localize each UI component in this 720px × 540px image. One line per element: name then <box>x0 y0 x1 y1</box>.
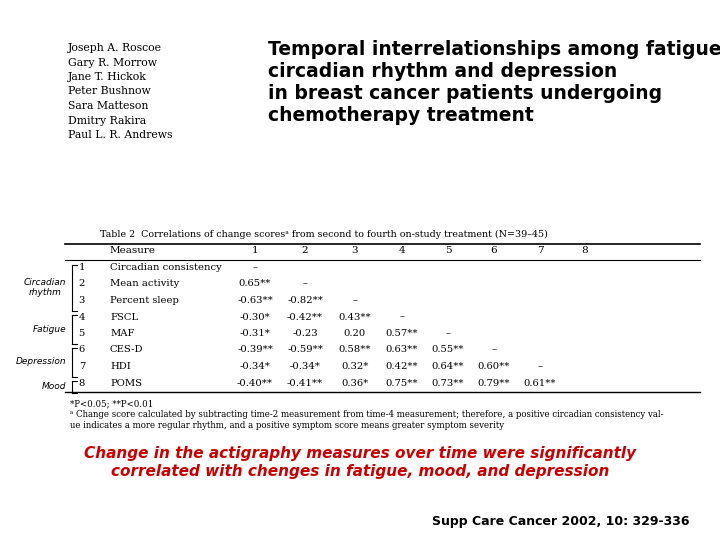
Text: in breast cancer patients undergoing: in breast cancer patients undergoing <box>268 84 662 103</box>
Text: 0.75**: 0.75** <box>386 379 418 388</box>
Text: -0.34*: -0.34* <box>289 362 320 371</box>
Text: 7: 7 <box>536 246 544 255</box>
Text: 0.58**: 0.58** <box>338 346 372 354</box>
Text: 5: 5 <box>445 246 451 255</box>
Text: 0.65**: 0.65** <box>239 280 271 288</box>
Text: -0.30*: -0.30* <box>240 313 271 321</box>
Text: Measure: Measure <box>110 246 156 255</box>
Text: Temporal interrelationships among fatigue,: Temporal interrelationships among fatigu… <box>268 40 720 59</box>
Text: 0.36*: 0.36* <box>341 379 369 388</box>
Text: –: – <box>492 346 497 354</box>
Text: 0.43**: 0.43** <box>338 313 372 321</box>
Text: 6: 6 <box>491 246 498 255</box>
Text: 8: 8 <box>78 379 85 388</box>
Text: 7: 7 <box>78 362 85 371</box>
Text: 0.63**: 0.63** <box>386 346 418 354</box>
Text: 3: 3 <box>78 296 85 305</box>
Text: Circadian consistency: Circadian consistency <box>110 263 222 272</box>
Text: Change in the actigraphy measures over time were significantly: Change in the actigraphy measures over t… <box>84 446 636 461</box>
Text: Mean activity: Mean activity <box>110 280 179 288</box>
Text: Joseph A. Roscoe: Joseph A. Roscoe <box>68 43 162 53</box>
Text: Fatigue: Fatigue <box>32 325 66 334</box>
Text: Paul L. R. Andrews: Paul L. R. Andrews <box>68 130 173 140</box>
Text: 0.55**: 0.55** <box>432 346 464 354</box>
Text: Percent sleep: Percent sleep <box>110 296 179 305</box>
Text: Depression: Depression <box>15 357 66 367</box>
Text: HDI: HDI <box>110 362 131 371</box>
Text: 0.60**: 0.60** <box>478 362 510 371</box>
Text: 0.64**: 0.64** <box>432 362 464 371</box>
Text: -0.39**: -0.39** <box>237 346 273 354</box>
Text: –: – <box>302 280 307 288</box>
Text: 5: 5 <box>78 329 85 338</box>
Text: –: – <box>446 329 451 338</box>
Text: CES-D: CES-D <box>110 346 143 354</box>
Text: 0.20: 0.20 <box>344 329 366 338</box>
Text: -0.63**: -0.63** <box>237 296 273 305</box>
Text: -0.23: -0.23 <box>292 329 318 338</box>
Text: Mood: Mood <box>42 382 66 392</box>
Text: –: – <box>400 313 405 321</box>
Text: MAF: MAF <box>110 329 135 338</box>
Text: 1: 1 <box>252 246 258 255</box>
Text: correlated with chenges in fatigue, mood, and depression: correlated with chenges in fatigue, mood… <box>111 464 609 479</box>
Text: 4: 4 <box>399 246 405 255</box>
Text: 0.42**: 0.42** <box>386 362 418 371</box>
Text: POMS: POMS <box>110 379 142 388</box>
Text: -0.41**: -0.41** <box>287 379 323 388</box>
Text: Peter Bushnow: Peter Bushnow <box>68 86 150 97</box>
Text: 3: 3 <box>351 246 359 255</box>
Text: 4: 4 <box>78 313 85 321</box>
Text: -0.31*: -0.31* <box>240 329 271 338</box>
Text: ue indicates a more regular rhythm, and a positive symptom score means greater s: ue indicates a more regular rhythm, and … <box>70 421 504 430</box>
Text: chemotherapy treatment: chemotherapy treatment <box>268 106 534 125</box>
Text: -0.40**: -0.40** <box>237 379 273 388</box>
Text: 0.79**: 0.79** <box>478 379 510 388</box>
Text: circadian rhythm and depression: circadian rhythm and depression <box>268 62 617 81</box>
Text: 8: 8 <box>582 246 588 255</box>
Text: -0.42**: -0.42** <box>287 313 323 321</box>
Text: 0.61**: 0.61** <box>523 379 557 388</box>
Text: Dmitry Rakira: Dmitry Rakira <box>68 116 146 125</box>
Text: Sara Matteson: Sara Matteson <box>68 101 148 111</box>
Text: Gary R. Morrow: Gary R. Morrow <box>68 57 157 68</box>
Text: ᵃ Change score calculated by subtracting time-2 measurement from time-4 measurem: ᵃ Change score calculated by subtracting… <box>70 410 664 419</box>
Text: 0.32*: 0.32* <box>341 362 369 371</box>
Text: 2: 2 <box>302 246 308 255</box>
Text: Jane T. Hickok: Jane T. Hickok <box>68 72 147 82</box>
Text: *P<0.05; **P<0.01: *P<0.05; **P<0.01 <box>70 399 153 408</box>
Text: FSCL: FSCL <box>110 313 138 321</box>
Text: 0.57**: 0.57** <box>386 329 418 338</box>
Text: 2: 2 <box>78 280 85 288</box>
Text: –: – <box>538 362 542 371</box>
Text: 6: 6 <box>78 346 85 354</box>
Text: 1: 1 <box>78 263 85 272</box>
Text: –: – <box>353 296 358 305</box>
Text: Supp Care Cancer 2002, 10: 329-336: Supp Care Cancer 2002, 10: 329-336 <box>433 515 690 528</box>
Text: -0.59**: -0.59** <box>287 346 323 354</box>
Text: -0.82**: -0.82** <box>287 296 323 305</box>
Text: 0.73**: 0.73** <box>432 379 464 388</box>
Text: –: – <box>253 263 258 272</box>
Text: Table 2  Correlations of change scoresᵃ from second to fourth on-study treatment: Table 2 Correlations of change scoresᵃ f… <box>100 230 548 239</box>
Text: Circadian
rhythm: Circadian rhythm <box>24 278 66 298</box>
Text: -0.34*: -0.34* <box>240 362 271 371</box>
